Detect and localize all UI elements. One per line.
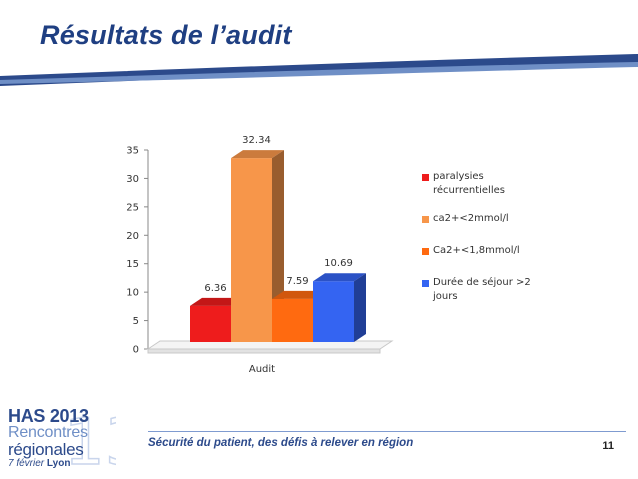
bar: [231, 150, 284, 342]
floor-front: [147, 348, 381, 354]
y-tick-label: 15: [126, 259, 139, 270]
bar: [313, 273, 366, 342]
logo-rencontres: Rencontres: [8, 424, 88, 441]
legend-label: jours: [433, 291, 458, 302]
legend-swatch: [422, 248, 429, 255]
legend-item-ca2-18: Ca2+<1,8mmol/l: [422, 244, 562, 258]
legend-swatch: [422, 280, 429, 287]
y-tick-label: 0: [133, 345, 139, 356]
slide-title: Résultats de l’audit: [40, 20, 292, 50]
y-tick-label: 35: [126, 146, 139, 157]
legend-label: paralysies: [433, 171, 484, 182]
legend-item-ca2-2: ca2+<2mmol/l: [422, 212, 562, 226]
data-label: 32.34: [242, 135, 271, 146]
legend-item-paralysies: paralysies récurrentielles: [422, 170, 562, 198]
data-label: 10.69: [324, 258, 353, 269]
legend-swatch: [422, 174, 429, 181]
bar-front: [231, 158, 272, 342]
y-tick-label: 25: [126, 202, 139, 213]
logo-year: 2013: [49, 406, 89, 426]
legend-label: ca2+<2mmol/l: [433, 213, 509, 224]
bar-top: [313, 273, 366, 282]
page-number: 11: [602, 440, 614, 452]
logo-has: HAS: [8, 406, 46, 426]
data-label: 7.59: [286, 276, 308, 287]
logo-big-digits: 13: [64, 406, 116, 474]
bar-front: [190, 305, 231, 342]
logo-date-city: 7 février Lyon: [8, 458, 70, 469]
y-tick-label: 20: [126, 231, 139, 242]
chart-legend: paralysies récurrentielles ca2+<2mmol/l …: [422, 170, 562, 318]
has-2013-logo: 13: [63, 405, 116, 474]
bars: [190, 150, 366, 342]
y-axis: 0 5 10 15 20 25 30 35: [126, 146, 149, 356]
bar-front: [313, 281, 354, 342]
legend-label: récurrentielles: [433, 185, 505, 196]
floor-top: [146, 340, 394, 350]
chart-floor: [146, 340, 394, 354]
legend-item-duree-sejour: Durée de séjour >2 jours: [422, 276, 562, 304]
footer-text: Sécurité du patient, des défis à relever…: [148, 437, 414, 449]
legend-label: Ca2+<1,8mmol/l: [433, 245, 520, 256]
y-tick-label: 30: [126, 174, 139, 185]
bar-top: [190, 297, 243, 306]
legend-swatch: [422, 216, 429, 223]
footer-divider: [148, 431, 626, 432]
data-labels: 6.36 32.34 7.59 10.69: [204, 135, 352, 294]
logo-has-2013: HAS 2013: [8, 406, 89, 427]
legend-label: Durée de séjour >2: [433, 277, 531, 288]
x-category-label: Audit: [249, 364, 275, 375]
bar-top: [231, 150, 284, 159]
bar-side: [354, 273, 366, 342]
logo-date: 7 février: [8, 458, 45, 469]
y-tick-label: 5: [133, 316, 139, 327]
logo-city: Lyon: [46, 458, 71, 469]
logo-regionales: régionales: [8, 440, 84, 459]
header-swoosh: [0, 54, 638, 100]
y-tick-label: 10: [126, 288, 139, 299]
bar-top: [272, 290, 325, 299]
bar-front: [272, 298, 313, 342]
data-label: 6.36: [204, 283, 226, 294]
